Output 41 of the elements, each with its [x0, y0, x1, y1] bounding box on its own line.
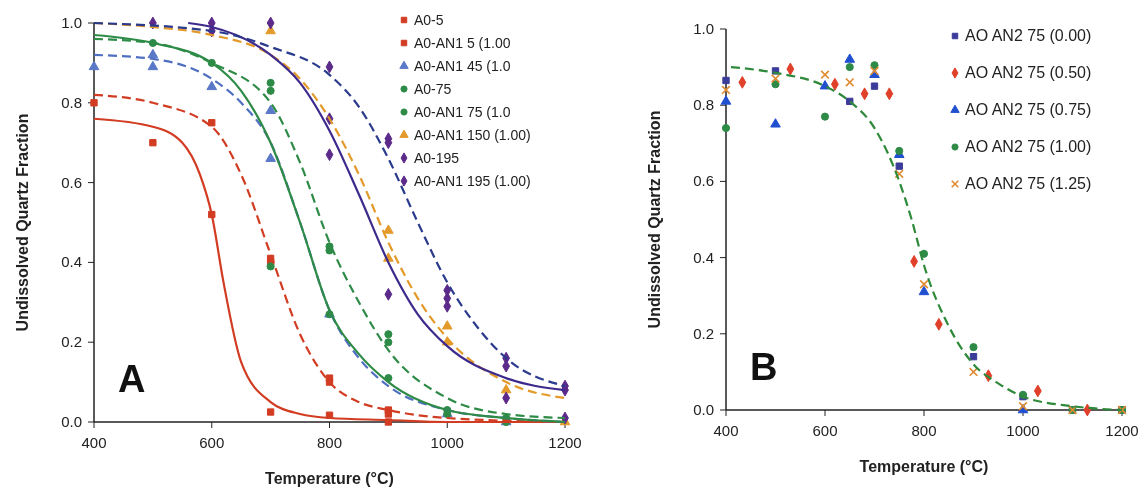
- y-tick-label: 0.2: [693, 324, 714, 342]
- legend-label: AO AN2 75 (1.00): [965, 138, 1092, 155]
- legend-label: A0-AN1 5 (1.00: [414, 35, 511, 51]
- y-axis-title: Undissolved Quartz Fraction: [646, 110, 663, 329]
- y-tick-label: 1.0: [61, 14, 82, 31]
- x-tick-label: 800: [911, 422, 937, 439]
- y-tick-label: 0.8: [693, 96, 714, 114]
- y-tick-label: 0.0: [693, 401, 714, 418]
- x-tick-label: 1200: [548, 434, 582, 451]
- x-tick-label: 1000: [430, 434, 464, 451]
- y-tick-label: 0.0: [61, 413, 82, 430]
- y-tick-label: 0.6: [61, 173, 82, 191]
- y-tick-label: 0.6: [693, 172, 714, 190]
- legend-label: A0-195: [414, 150, 460, 166]
- legend-label: AO AN2 75 (0.00): [965, 27, 1092, 44]
- y-tick-label: 0.4: [61, 253, 82, 271]
- x-tick-label: 600: [812, 422, 838, 439]
- legend-label: A0-AN1 150 (1.00): [414, 127, 531, 143]
- legend-label: A0-AN1 195 (1.00): [414, 173, 531, 189]
- legend-label: A0-5: [414, 12, 444, 28]
- legend-label: AO AN2 75 (1.25): [965, 175, 1092, 192]
- legend-label: A0-AN1 45 (1.0: [414, 58, 511, 74]
- y-tick-label: 0.4: [693, 248, 714, 266]
- x-tick-label: 1000: [1006, 422, 1040, 439]
- annotation: A: [118, 358, 146, 400]
- y-tick-label: 1.0: [693, 20, 714, 37]
- x-tick-label: 400: [81, 434, 107, 451]
- y-axis-title: Undissolved Quartz Fraction: [14, 113, 31, 332]
- x-tick-label: 1200: [1105, 422, 1139, 439]
- legend-label: A0-AN1 75 (1.0: [414, 104, 511, 120]
- x-axis-title: Temperature (°C): [265, 470, 394, 487]
- x-axis-title: Temperature (°C): [859, 458, 989, 475]
- y-tick-label: 0.8: [61, 93, 82, 111]
- annotation: B: [750, 346, 778, 388]
- legend-label: AO AN2 75 (0.75): [965, 101, 1092, 118]
- x-tick-label: 800: [316, 434, 343, 451]
- x-tick-label: 600: [199, 434, 225, 451]
- legend-label: A0-75: [414, 81, 452, 97]
- x-tick-label: 400: [713, 422, 739, 439]
- legend-label: AO AN2 75 (0.50): [965, 64, 1092, 81]
- y-tick-label: 0.2: [61, 333, 82, 351]
